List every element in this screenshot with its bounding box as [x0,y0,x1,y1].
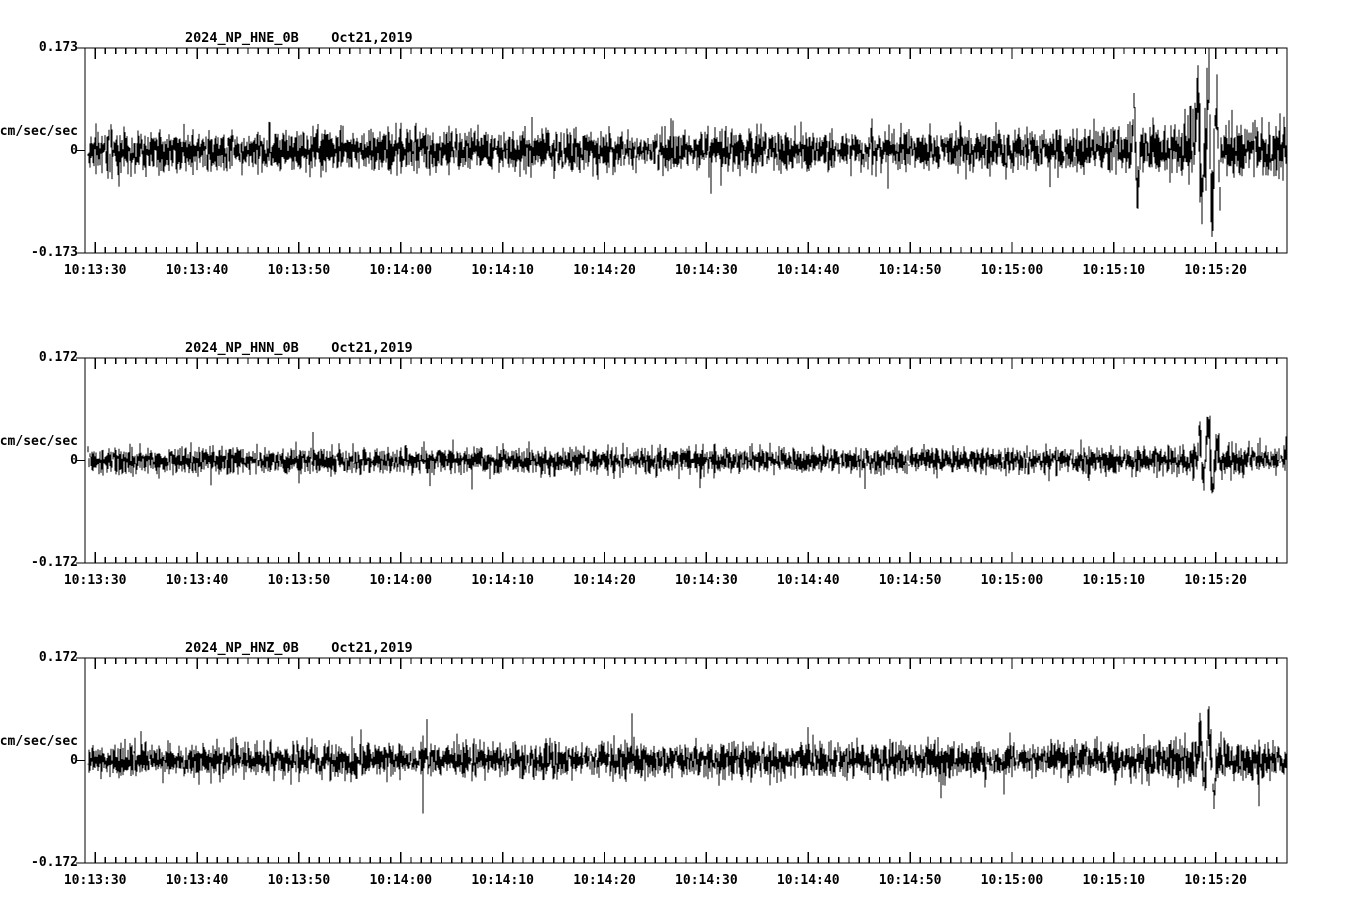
x-tick-label: 10:14:40 [776,573,840,588]
x-tick-label: 10:15:00 [980,573,1044,588]
x-tick-label: 10:15:10 [1082,263,1146,278]
x-tick-label: 10:15:20 [1184,263,1247,278]
y-tick-label: 0 [70,452,78,468]
x-tick-label: 10:14:30 [675,573,738,588]
x-tick-label: 10:14:10 [471,573,534,588]
x-tick-label: 10:13:50 [267,263,331,278]
x-tick-label: 10:15:00 [980,873,1044,888]
x-tick-label: 10:14:20 [573,873,636,888]
panel-title: 2024_NP_HNE_0B Oct21,2019 [185,30,413,46]
panel-title: 2024_NP_HNZ_0B Oct21,2019 [185,640,413,656]
x-tick-label: 10:14:40 [776,873,840,888]
x-tick-label: 10:13:30 [63,573,127,588]
x-tick-label: 10:14:50 [878,873,942,888]
x-tick-label: 10:14:10 [471,873,534,888]
x-tick-label: 10:13:30 [63,873,127,888]
x-tick-label: 10:14:30 [675,263,738,278]
x-tick-label: 10:15:20 [1184,573,1247,588]
x-tick-label: 10:14:30 [675,873,738,888]
x-tick-label: 10:14:20 [573,263,636,278]
x-tick-label: 10:15:10 [1082,573,1146,588]
x-tick-label: 10:14:50 [878,263,942,278]
x-tick-label: 10:14:20 [573,573,636,588]
x-tick-label: 10:14:00 [369,873,433,888]
x-tick-label: 10:15:10 [1082,873,1146,888]
waveform-trace [87,706,1287,814]
waveform-trace [87,48,1287,237]
x-tick-label: 10:14:50 [878,573,942,588]
y-tick-label: 0.173 [38,40,78,55]
x-tick-label: 10:13:50 [267,573,331,588]
x-tick-label: 10:13:40 [165,263,229,278]
y-tick-label: -0.172 [31,555,78,570]
y-tick-label: 0.172 [38,350,78,365]
x-tick-label: 10:13:40 [165,573,229,588]
x-tick-label: 10:15:20 [1184,873,1247,888]
waveform-trace [87,415,1287,494]
y-axis-unit-label: cm/sec/sec [0,733,78,749]
panel-title: 2024_NP_HNN_0B Oct21,2019 [185,340,413,356]
y-tick-label: -0.172 [31,855,78,870]
x-tick-label: 10:14:40 [776,263,840,278]
x-tick-label: 10:13:50 [267,873,331,888]
x-tick-label: 10:14:10 [471,263,534,278]
y-axis-unit-label: cm/sec/sec [0,433,78,449]
y-tick-label: 0.172 [38,650,78,665]
x-tick-label: 10:13:40 [165,873,229,888]
x-tick-label: 10:14:00 [369,263,433,278]
x-tick-label: 10:13:30 [63,263,127,278]
x-tick-label: 10:14:00 [369,573,433,588]
y-tick-label: -0.173 [31,245,78,260]
x-tick-label: 10:15:00 [980,263,1044,278]
y-axis-unit-label: cm/sec/sec [0,123,78,139]
y-tick-label: 0 [70,142,78,158]
y-tick-label: 0 [70,752,78,768]
